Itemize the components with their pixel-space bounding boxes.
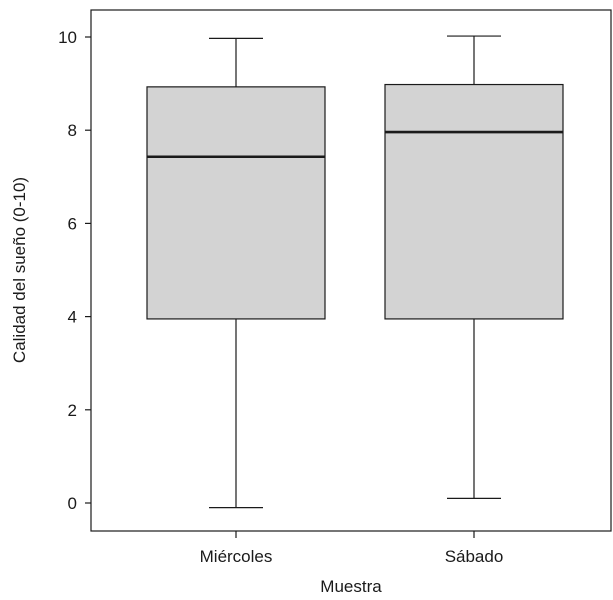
y-axis: 0 2 4 6 8 10	[58, 28, 91, 513]
y-tick-label-8: 8	[68, 121, 77, 140]
x-axis: Miércoles Sábado	[200, 531, 504, 566]
iqr-box	[146, 86, 326, 320]
iqr-box	[384, 83, 564, 320]
y-tick-label-6: 6	[68, 214, 77, 233]
boxes	[146, 35, 564, 509]
plot-frame	[90, 9, 612, 532]
y-tick-label-2: 2	[68, 401, 77, 420]
box-1	[384, 35, 564, 499]
x-axis-label: Muestra	[320, 577, 382, 596]
y-tick-label-0: 0	[68, 494, 77, 513]
y-tick-label-4: 4	[68, 308, 77, 327]
x-tick-label-0: Miércoles	[200, 547, 273, 566]
y-tick-label-10: 10	[58, 28, 77, 47]
y-axis-label: Calidad del sueño (0-10)	[10, 177, 29, 363]
box-0	[146, 37, 326, 509]
x-tick-label-1: Sábado	[445, 547, 504, 566]
